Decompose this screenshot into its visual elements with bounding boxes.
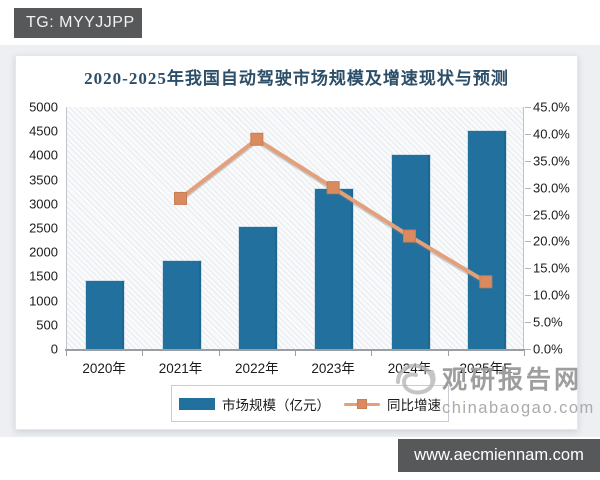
right-axis-tick-label: 25.0% <box>533 207 570 223</box>
tg-badge: TG: MYYJJPP <box>14 8 142 38</box>
right-axis-tick-label: 5.0% <box>533 314 563 330</box>
right-axis-tick-label: 40.0% <box>533 126 570 142</box>
right-axis-tick-label: 15.0% <box>533 260 570 276</box>
right-axis-tick-label: 35.0% <box>533 153 570 169</box>
left-axis-tick-label: 1000 <box>29 293 58 309</box>
line-swatch-icon <box>344 398 380 409</box>
footer-url-bar: www.aecmiennam.com <box>398 439 600 472</box>
footer-url-text: www.aecmiennam.com <box>414 446 584 464</box>
legend-label-growth: 同比增速 <box>387 397 441 413</box>
left-axis-tick-label: 4500 <box>29 123 58 139</box>
line-marker <box>326 181 340 195</box>
right-axis-tick-mark <box>525 322 531 324</box>
x-tick-label: 2025年E <box>459 361 513 376</box>
line-marker <box>479 275 493 289</box>
left-axis-tick-label: 4000 <box>29 147 58 163</box>
bar-2022年 <box>238 226 277 349</box>
bar-2020年 <box>86 281 125 349</box>
chart-card: 2020-2025年我国自动驾驶市场规模及增速现状与预测 2020年 2021年 2… <box>15 55 578 430</box>
right-axis-tick-label: 0.0% <box>533 341 563 357</box>
x-tick-mark <box>66 351 67 356</box>
growth-line-chart <box>174 132 493 289</box>
right-axis-tick-label: 10.0% <box>533 287 570 303</box>
right-axis-tick-mark <box>525 160 531 162</box>
right-axis-tick-mark <box>525 133 531 135</box>
left-axis-tick-label: 500 <box>36 317 58 333</box>
right-axis-tick-label: 30.0% <box>533 180 570 196</box>
x-tick-mark <box>218 351 220 356</box>
x-tick-label: 2020年 <box>82 361 126 376</box>
right-axis-tick-mark <box>525 268 531 270</box>
x-tick-label: 2024年 <box>387 361 432 376</box>
bar-2024年 <box>391 155 430 349</box>
right-axis-tick-mark <box>525 349 531 350</box>
x-tick-mark <box>295 351 296 356</box>
x-tick-label: 2023年 <box>311 361 355 376</box>
right-axis-tick-mark <box>525 295 531 297</box>
left-axis-tick-label: 0 <box>50 341 58 357</box>
x-tick-mark <box>447 351 449 356</box>
left-axis-tick-label: 5000 <box>29 99 58 115</box>
left-axis-tick-label: 3500 <box>29 172 58 188</box>
x-tick-mark <box>142 351 144 356</box>
chart-title: 2020-2025年我国自动驾驶市场规模及增速现状与预测 <box>84 69 509 88</box>
left-axis-tick-label: 2000 <box>29 244 58 260</box>
line-marker <box>174 191 187 205</box>
x-tick-mark <box>524 351 525 356</box>
tg-badge-text: TG: MYYJJPP <box>26 14 135 31</box>
bar-2023年 <box>315 189 354 349</box>
bar-swatch-icon <box>179 397 215 410</box>
right-axis-tick-label: 20.0% <box>533 233 570 249</box>
right-axis-tick-mark <box>525 214 531 216</box>
x-tick-mark <box>371 351 373 356</box>
x-tick-label: 2021年 <box>158 361 203 376</box>
x-axis-line <box>65 349 525 351</box>
legend-item-market-size: 市场规模（亿元） <box>179 394 330 414</box>
left-axis-tick-label: 2500 <box>29 220 58 236</box>
right-axis-tick-mark <box>525 241 531 243</box>
right-axis-tick-mark <box>525 107 531 108</box>
legend: 市场规模（亿元） 同比增速 <box>171 385 449 422</box>
right-axis-tick-mark <box>525 187 531 189</box>
x-tick-label: 2022年 <box>235 361 279 376</box>
right-axis-tick-label: 45.0% <box>533 99 570 115</box>
left-axis-tick-label: 1500 <box>29 268 58 284</box>
plot-area <box>66 107 524 349</box>
line-marker <box>250 132 264 146</box>
bar-2025年E <box>467 131 506 349</box>
legend-item-growth: 同比增速 <box>344 394 441 414</box>
left-axis-tick-label: 3000 <box>29 196 58 212</box>
legend-label-market-size: 市场规模（亿元） <box>222 397 330 413</box>
line-marker <box>403 229 416 243</box>
bar-2021年 <box>162 260 201 349</box>
